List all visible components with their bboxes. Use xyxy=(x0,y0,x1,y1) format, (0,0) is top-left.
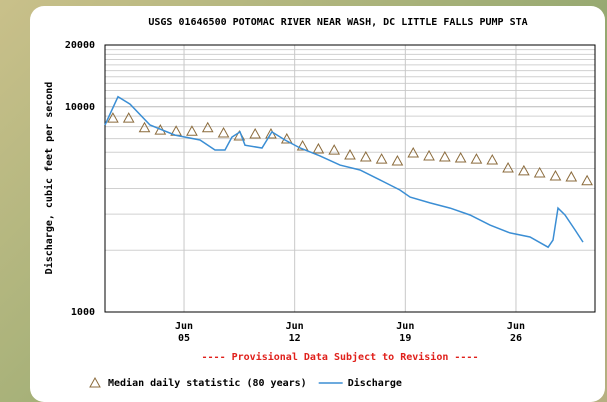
median-marker xyxy=(375,153,388,164)
median-marker xyxy=(470,153,483,164)
median-marker xyxy=(122,112,135,123)
legend-label: Discharge xyxy=(348,377,402,389)
x-tick-sublabel: 12 xyxy=(289,333,301,344)
median-marker xyxy=(454,151,467,163)
median-marker xyxy=(502,161,514,173)
median-marker xyxy=(565,170,578,182)
x-tick-label: Jun xyxy=(396,321,414,332)
median-marker xyxy=(359,151,372,162)
x-tick-label: Jun xyxy=(175,321,193,332)
median-marker xyxy=(407,147,420,158)
median-marker xyxy=(549,169,562,181)
median-marker xyxy=(280,132,293,144)
y-tick-label: 10000 xyxy=(65,102,95,113)
median-marker xyxy=(518,164,530,176)
x-tick-sublabel: 26 xyxy=(510,333,522,344)
median-marker xyxy=(217,126,230,138)
median-marker xyxy=(533,166,546,178)
y-tick-label: 1000 xyxy=(71,307,95,318)
median-marker xyxy=(249,127,262,139)
chart-title: USGS 01646500 POTOMAC RIVER NEAR WASH, D… xyxy=(148,17,527,28)
x-tick-label: Jun xyxy=(507,321,525,332)
discharge-line xyxy=(104,95,584,249)
y-axis-label: Discharge, cubic feet per second xyxy=(43,82,55,275)
x-tick-sublabel: 05 xyxy=(178,333,190,344)
median-marker xyxy=(201,121,214,133)
median-marker xyxy=(423,149,435,161)
median-marker xyxy=(138,121,151,133)
median-marker xyxy=(438,151,451,162)
plot-frame xyxy=(104,44,596,313)
x-tick-sublabel: 19 xyxy=(399,333,411,344)
median-marker xyxy=(581,174,593,186)
median-marker xyxy=(107,112,119,123)
panel xyxy=(30,6,605,402)
median-marker xyxy=(296,139,309,151)
legend-marker xyxy=(89,376,101,388)
annotation: ---- Provisional Data Subject to Revisio… xyxy=(202,351,479,363)
median-marker xyxy=(391,155,404,166)
median-marker xyxy=(186,125,198,136)
median-marker xyxy=(328,144,341,155)
median-marker xyxy=(344,148,356,160)
legend-label: Median daily statistic (80 years) xyxy=(108,377,307,389)
x-tick-label: Jun xyxy=(286,321,304,332)
median-marker xyxy=(486,154,499,165)
y-tick-label: 20000 xyxy=(65,40,95,51)
median-marker xyxy=(312,142,325,154)
